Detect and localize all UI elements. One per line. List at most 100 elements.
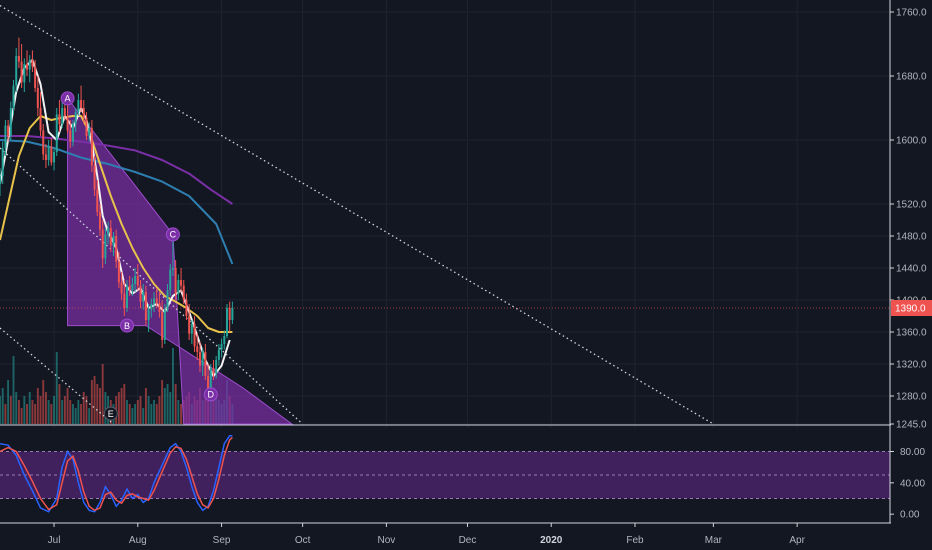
current-price-label: 1390.0 xyxy=(895,304,926,315)
candle xyxy=(153,292,156,312)
pattern-labels: A B C D E xyxy=(60,91,218,421)
candle xyxy=(80,85,83,112)
volume-bar xyxy=(117,392,120,424)
candle-body xyxy=(15,56,18,86)
candle xyxy=(150,298,153,318)
candle-body xyxy=(212,368,215,374)
candle xyxy=(128,276,131,296)
candle xyxy=(12,80,15,115)
candle-body xyxy=(190,324,193,334)
candle-body xyxy=(112,236,115,246)
volume-bar xyxy=(55,352,58,424)
candle xyxy=(123,280,126,316)
volume-bar xyxy=(136,400,139,424)
pattern-polygon[interactable] xyxy=(67,96,294,425)
volume-bar xyxy=(23,396,26,424)
candle xyxy=(217,344,220,366)
candle xyxy=(212,360,215,380)
volume-bar xyxy=(26,404,28,424)
candle xyxy=(115,229,118,268)
candle xyxy=(47,140,50,166)
candle-body xyxy=(174,268,177,294)
volume-bar xyxy=(174,384,177,424)
volume-bar xyxy=(77,400,80,424)
candle xyxy=(96,180,99,216)
sma-mid-yellow xyxy=(0,115,233,333)
candle xyxy=(0,168,1,196)
candle xyxy=(112,232,115,256)
candle xyxy=(71,120,74,147)
candle-body xyxy=(77,100,80,112)
price-tick-label: 1760.0 xyxy=(896,8,927,19)
price-tick-label: 1480.0 xyxy=(896,232,927,243)
volume-bar xyxy=(128,404,131,424)
oscillator-tick-label: 40.00 xyxy=(900,478,925,489)
candle xyxy=(223,330,226,350)
volume-bar xyxy=(17,400,20,424)
volume-bar xyxy=(171,348,174,424)
candle xyxy=(55,108,58,156)
volume-bar xyxy=(44,392,47,424)
candle xyxy=(15,48,18,92)
candle xyxy=(98,204,101,236)
candle-body xyxy=(9,108,12,136)
candle-body xyxy=(153,298,156,304)
candle xyxy=(144,285,147,326)
pattern-point-marker xyxy=(60,91,75,106)
candle-body xyxy=(93,165,96,190)
candle-body xyxy=(98,212,101,230)
time-axis[interactable]: Jul Aug Sep Oct Nov Dec 2020 Feb Mar Apr xyxy=(48,523,806,546)
candle xyxy=(182,280,185,304)
candle xyxy=(53,148,56,171)
candle-body xyxy=(109,228,112,246)
candle-body xyxy=(144,292,147,320)
pattern-point-b: B xyxy=(120,318,134,333)
pattern-point-label: C xyxy=(170,230,177,240)
dotted-trendline[interactable] xyxy=(0,147,304,425)
candle xyxy=(39,92,42,136)
candle-body xyxy=(198,352,201,366)
candle-body xyxy=(139,285,142,302)
candle-body xyxy=(28,60,31,70)
candle-body xyxy=(90,128,93,166)
price-tick-label: 1245.0 xyxy=(896,420,927,431)
candle-body xyxy=(207,376,210,390)
stoch-k-line xyxy=(0,435,233,513)
price-tick-label: 1360.0 xyxy=(896,328,927,339)
volume-bar xyxy=(66,388,69,424)
dotted-trendline[interactable] xyxy=(0,5,714,425)
current-price-tag[interactable] xyxy=(891,300,932,316)
candle xyxy=(215,356,218,379)
harmonic-pattern[interactable] xyxy=(67,96,294,425)
candle-body xyxy=(107,228,110,235)
pattern-point-label: E xyxy=(108,409,114,419)
candle-body xyxy=(82,108,85,118)
candle-body xyxy=(136,276,139,286)
candle-body xyxy=(42,130,45,155)
candle xyxy=(101,220,104,268)
volume-bar xyxy=(9,396,12,424)
volume-bar xyxy=(80,404,83,424)
volume-bar xyxy=(96,384,99,424)
pattern-point-marker xyxy=(203,387,218,402)
candle xyxy=(58,100,61,132)
candle xyxy=(225,304,228,339)
trend-lines[interactable] xyxy=(0,5,714,425)
oscillator-tick-label: 80.00 xyxy=(900,447,925,458)
candle xyxy=(139,280,142,308)
candle xyxy=(4,120,7,156)
candle xyxy=(88,122,91,142)
volume-bar xyxy=(123,384,126,424)
candle-body xyxy=(223,336,226,344)
candle xyxy=(201,348,204,376)
volume-bar xyxy=(31,400,34,424)
candle xyxy=(107,221,110,244)
volume-bar xyxy=(155,404,158,424)
time-tick-label: Feb xyxy=(626,535,644,546)
candle-body xyxy=(169,269,172,291)
volume-bar xyxy=(53,396,55,424)
volume-bar xyxy=(166,384,169,424)
oscillator-pane[interactable] xyxy=(0,428,890,522)
